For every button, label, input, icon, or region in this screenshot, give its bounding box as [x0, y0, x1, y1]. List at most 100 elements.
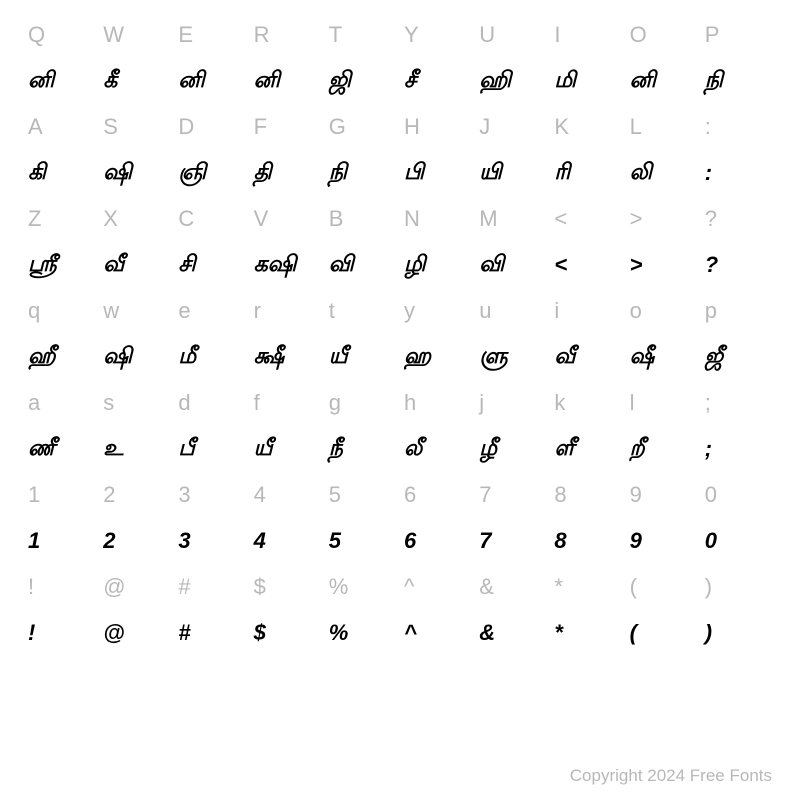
key-label: N — [404, 206, 420, 232]
glyph-label: % — [329, 620, 349, 646]
glyph-cell: லீ — [400, 426, 475, 472]
glyph-label: ஷீ — [630, 343, 655, 372]
key-label: & — [479, 574, 494, 600]
glyph-label: நி — [329, 159, 347, 188]
key-label: q — [28, 298, 40, 324]
glyph-cell: றீ — [626, 426, 701, 472]
glyph-cell: னி — [250, 58, 325, 104]
key-cell: Q — [24, 12, 99, 58]
glyph-label: க்ஷீ — [254, 343, 285, 372]
key-cell: k — [550, 380, 625, 426]
glyph-cell: நீ — [325, 426, 400, 472]
glyph-cell: கி — [24, 150, 99, 196]
key-label: a — [28, 390, 40, 416]
key-cell: M — [475, 196, 550, 242]
key-label: ! — [28, 574, 34, 600]
glyph-cell: 9 — [626, 518, 701, 564]
glyph-cell: ஹ — [400, 334, 475, 380]
glyph-cell: ( — [626, 610, 701, 656]
glyph-cell: தி — [250, 150, 325, 196]
glyph-label: ( — [630, 620, 637, 646]
key-label: i — [554, 298, 559, 324]
key-label: * — [554, 574, 563, 600]
glyph-label: பீ — [178, 435, 194, 464]
glyph-cell: 4 — [250, 518, 325, 564]
key-label: # — [178, 574, 190, 600]
key-label: O — [630, 22, 647, 48]
glyph-label: & — [479, 620, 495, 646]
key-label: U — [479, 22, 495, 48]
glyph-cell: நி — [701, 58, 776, 104]
key-cell: < — [550, 196, 625, 242]
glyph-label: # — [178, 620, 190, 646]
key-cell: 7 — [475, 472, 550, 518]
glyph-label: 1 — [28, 528, 40, 554]
glyph-cell: ழி — [400, 242, 475, 288]
glyph-label: ? — [705, 252, 718, 278]
key-cell: p — [701, 288, 776, 334]
key-cell: : — [701, 104, 776, 150]
key-label: Q — [28, 22, 45, 48]
glyph-cell: ^ — [400, 610, 475, 656]
key-label: L — [630, 114, 642, 140]
glyph-label: 3 — [178, 528, 190, 554]
key-cell: U — [475, 12, 550, 58]
key-cell: h — [400, 380, 475, 426]
key-cell: u — [475, 288, 550, 334]
glyph-cell: 2 — [99, 518, 174, 564]
glyph-label: ஹி — [479, 67, 511, 96]
glyph-cell: மி — [550, 58, 625, 104]
key-label: G — [329, 114, 346, 140]
key-cell: ( — [626, 564, 701, 610]
glyph-cell: ; — [701, 426, 776, 472]
key-label: > — [630, 206, 643, 232]
glyph-cell: மீ — [174, 334, 249, 380]
key-label: I — [554, 22, 560, 48]
key-label: p — [705, 298, 717, 324]
glyph-cell: பி — [400, 150, 475, 196]
key-label: s — [103, 390, 114, 416]
key-cell: # — [174, 564, 249, 610]
glyph-label: மீ — [178, 343, 196, 372]
glyph-cell: @ — [99, 610, 174, 656]
glyph-label: உ — [103, 435, 123, 464]
key-cell: O — [626, 12, 701, 58]
glyph-label: மி — [554, 67, 576, 96]
glyph-label: > — [630, 252, 643, 278]
glyph-cell: ணீ — [24, 426, 99, 472]
glyph-label: கஷி — [254, 251, 297, 280]
glyph-label: ^ — [404, 620, 417, 646]
glyph-cell: சி — [174, 242, 249, 288]
glyph-label: 2 — [103, 528, 115, 554]
key-label: 0 — [705, 482, 717, 508]
key-label: k — [554, 390, 565, 416]
glyph-label: $ — [254, 620, 266, 646]
key-cell: N — [400, 196, 475, 242]
glyph-cell: ளு — [475, 334, 550, 380]
key-label: A — [28, 114, 43, 140]
key-label: J — [479, 114, 490, 140]
glyph-cell: 3 — [174, 518, 249, 564]
key-cell: ! — [24, 564, 99, 610]
key-cell: g — [325, 380, 400, 426]
key-cell: V — [250, 196, 325, 242]
key-label: 7 — [479, 482, 491, 508]
glyph-cell: * — [550, 610, 625, 656]
glyph-cell: 8 — [550, 518, 625, 564]
key-cell: 3 — [174, 472, 249, 518]
key-cell: 1 — [24, 472, 99, 518]
key-cell: ^ — [400, 564, 475, 610]
glyph-cell: 0 — [701, 518, 776, 564]
glyph-label: கீ — [103, 67, 117, 96]
key-cell: ) — [701, 564, 776, 610]
key-label: u — [479, 298, 491, 324]
key-cell: l — [626, 380, 701, 426]
glyph-cell: வி — [475, 242, 550, 288]
glyph-label: வி — [329, 251, 354, 280]
key-cell: D — [174, 104, 249, 150]
key-label: W — [103, 22, 124, 48]
glyph-cell: ? — [701, 242, 776, 288]
key-label: l — [630, 390, 635, 416]
glyph-label: ! — [28, 620, 35, 646]
key-label: 2 — [103, 482, 115, 508]
